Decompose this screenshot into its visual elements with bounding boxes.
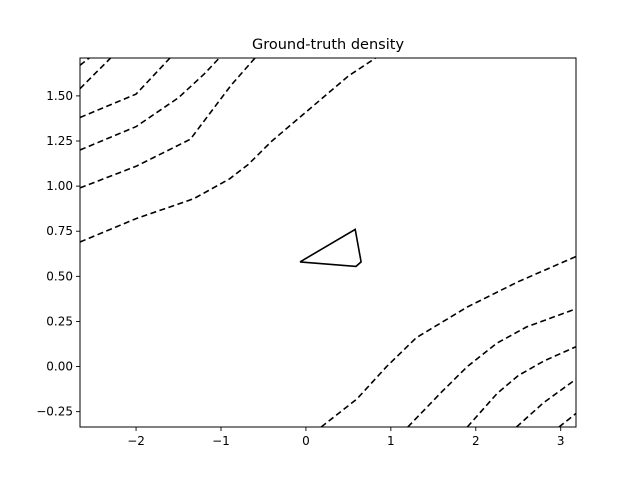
y-tick-label: −0.25 [36,405,73,419]
contour-line-8 [320,255,576,427]
x-tick-label: 2 [472,434,480,448]
y-tick-label: 1.50 [46,89,73,103]
contour-line-3 [80,58,220,151]
contour-line-1 [80,58,377,243]
x-axis: −2 −1 0 1 2 3 [127,427,565,448]
x-tick-label: −1 [212,434,230,448]
contour-line-2 [80,58,256,189]
x-tick-label: 1 [387,434,395,448]
contour-line-4 [80,58,171,119]
contour-line-5 [80,58,112,90]
contour-line-12 [558,412,576,427]
contour-line-6 [80,58,90,66]
contour-line-7 [299,228,362,268]
chart-title: Ground-truth density [252,37,404,53]
contour-line-11 [515,378,576,427]
y-tick-label: 0.00 [46,360,73,374]
y-tick-label: 0.25 [46,314,73,328]
x-tick-label: −2 [127,434,145,448]
y-axis: −0.25 0.00 0.25 0.50 0.75 1.00 1.25 1.50 [36,89,80,419]
x-tick-label: 3 [557,434,565,448]
y-tick-label: 0.50 [46,269,73,283]
contour-line-9 [407,308,576,427]
y-tick-label: 1.00 [46,179,73,193]
contour-lines [80,58,576,427]
x-tick-label: 0 [302,434,310,448]
contour-line-10 [466,345,576,427]
plot-frame [79,57,577,428]
y-tick-label: 1.25 [46,134,73,148]
y-tick-label: 0.75 [46,224,73,238]
